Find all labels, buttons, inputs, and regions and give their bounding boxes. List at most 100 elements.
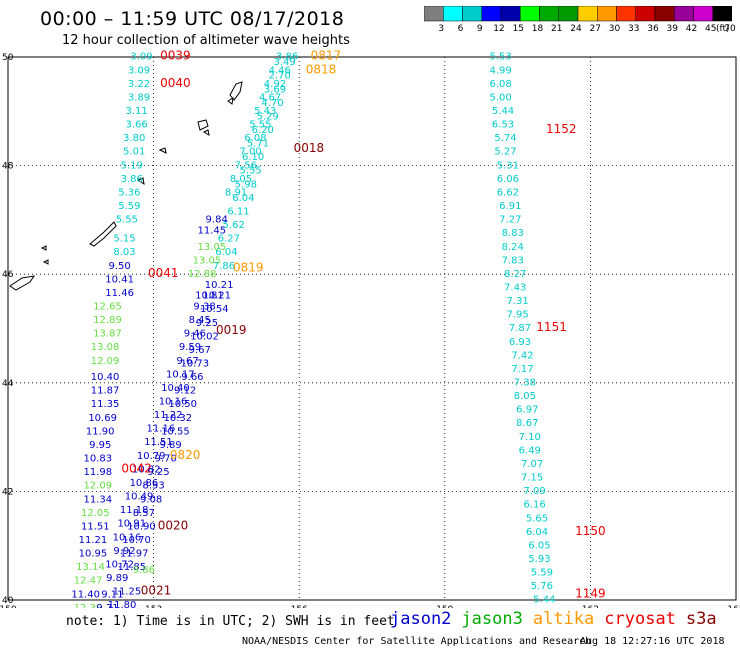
wave-height-value: 3.11 [125, 106, 147, 117]
wave-height-value: 7.10 [519, 432, 541, 443]
wave-height-value: 10.32 [164, 413, 193, 424]
color-scale-label: 42 [685, 24, 698, 34]
island-outline [227, 97, 234, 105]
color-scale-label: 39 [666, 24, 678, 34]
wave-height-value: 5.15 [113, 234, 135, 245]
color-swatch [712, 6, 732, 22]
pass-time-label: 0040 [160, 76, 191, 90]
page-title: 00:00 – 11:59 UTC 08/17/2018 [40, 8, 345, 30]
wave-height-value: 5.53 [489, 52, 511, 63]
wave-height-value: 11.98 [83, 467, 112, 478]
wave-height-value: 10.81 [195, 291, 224, 302]
map-frame [7, 56, 737, 601]
wave-height-value: 9.67 [189, 345, 211, 356]
wave-height-value: 7.42 [511, 350, 533, 361]
footer-timestamp: Aug 18 12:27:16 UTC 2018 [580, 636, 725, 647]
wave-height-value: 5.36 [118, 187, 140, 198]
pass-time-label: 0818 [306, 62, 337, 76]
wave-height-value: 6.93 [509, 337, 531, 348]
wave-height-value: 10.21 [205, 280, 234, 291]
wave-height-value: 9.70 [155, 454, 177, 465]
wave-height-value: 9.89 [106, 573, 128, 584]
wave-height-value: 5.31 [497, 160, 519, 171]
wave-height-value: 10.17 [166, 369, 195, 380]
latitude-label: 48 [2, 162, 14, 172]
wave-height-value: 8.67 [516, 418, 538, 429]
island-outline [136, 177, 145, 186]
wave-height-value: 3.09 [130, 52, 152, 63]
wave-height-value: 9.71 [96, 603, 118, 608]
wave-height-value: 10.02 [190, 331, 219, 342]
legend-item-cryosat: cryosat [604, 609, 676, 629]
wave-height-value: 3.09 [128, 65, 150, 76]
pass-time-label: 1152 [546, 122, 577, 136]
wave-height-value: 7.86 [213, 261, 235, 272]
wave-height-value: 5.55 [240, 166, 262, 177]
wave-height-value: 3.22 [128, 79, 150, 90]
wave-height-value: 5.59 [531, 568, 553, 579]
longitude-label: 156 [291, 605, 308, 608]
latitude-label: 42 [2, 487, 13, 497]
wave-height-value: 7.17 [511, 364, 533, 375]
pass-time-label: 0042 [121, 461, 152, 475]
pass-time-label: 0039 [160, 49, 191, 63]
wave-height-value: 3.66 [125, 120, 147, 131]
satellite-legend: jason2 jason3 altika cryosat s3a [390, 609, 727, 629]
wave-height-value: 6.05 [528, 540, 550, 551]
pass-time-label: 0019 [216, 323, 247, 337]
wave-height-value: 8.53 [142, 481, 164, 492]
wave-height-value: 11.18 [120, 505, 149, 516]
wave-height-value: 12.88 [188, 269, 217, 280]
wave-height-value: 6.49 [519, 445, 541, 456]
wave-height-value: 11.34 [83, 494, 112, 505]
wave-height-value: 6.08 [244, 133, 266, 144]
wave-height-value: 9.25 [147, 467, 169, 478]
wave-height-value: 7.15 [521, 473, 543, 484]
wave-height-value: 6.11 [227, 206, 249, 217]
color-scale-labels: 3 6 9 12 15 18 21 24 27 30 33 36 39 42 45 70 [424, 24, 736, 36]
footer-credit: NOAA/NESDIS Center for Satellite Applica… [242, 636, 592, 647]
wave-height-value: 4.92 [264, 79, 286, 90]
wave-height-value: 10.72 [105, 559, 134, 570]
wave-height-value: 5.76 [531, 581, 553, 592]
color-scale-label: 6 [457, 24, 464, 34]
wave-height-value: 8.05 [514, 391, 536, 402]
wave-height-value: 7.09 [523, 486, 545, 497]
wave-height-value: 12.05 [81, 508, 110, 519]
color-scale-label: 70 [724, 24, 736, 34]
pass-time-label: 1151 [536, 320, 567, 334]
wave-height-value: 8.05 [230, 174, 252, 185]
wave-height-value: 10.83 [83, 454, 112, 465]
wave-height-value: 11.35 [91, 399, 120, 410]
legend-item-jason2: jason2 [390, 609, 452, 629]
island-outline [229, 81, 243, 101]
wave-height-value: 6.27 [218, 234, 240, 245]
latitude-label: 44 [2, 379, 14, 389]
wave-height-value: 9.95 [89, 440, 111, 451]
wave-height-value: 5.55 [116, 215, 138, 226]
color-scale-label: 27 [589, 24, 601, 34]
wave-height-value: 4.70 [261, 98, 283, 109]
wave-height-value: 11.45 [198, 225, 227, 236]
pass-time-label: 0020 [158, 518, 189, 532]
latitude-label: 40 [2, 596, 14, 606]
wave-height-value: 6.97 [516, 405, 538, 416]
wave-height-value: 12.09 [83, 481, 112, 492]
longitude-label: 150 [0, 605, 17, 608]
wave-height-value: 8.03 [113, 247, 135, 258]
wave-height-value: 5.01 [123, 147, 145, 158]
wave-height-value: 8.83 [502, 228, 524, 239]
wave-height-value: 7.07 [521, 459, 543, 470]
wave-height-value: 10.90 [127, 521, 156, 532]
longitude-label: 162 [582, 605, 599, 608]
wave-height-value: 13.05 [193, 255, 222, 266]
pass-time-label: 0018 [294, 141, 325, 155]
wave-height-value: 12.09 [91, 356, 120, 367]
wave-height-map: 150 153 156 159 162 165 50 48 46 44 42 40 3.09 3.09 3.… [0, 49, 740, 608]
wave-height-value: 10.40 [161, 383, 190, 394]
wave-height-value: 6.10 [242, 152, 264, 163]
wave-height-value: 5.93 [528, 554, 550, 565]
wave-height-value: 8.45 [189, 315, 211, 326]
wave-height-value: 6.20 [252, 125, 274, 136]
page-subtitle: 12 hour collection of altimeter wave hei… [62, 33, 350, 48]
